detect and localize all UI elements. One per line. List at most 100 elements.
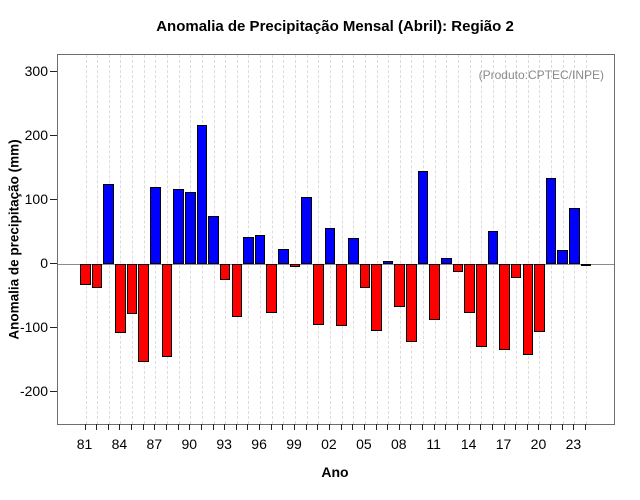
- x-tick-2005: [363, 424, 365, 430]
- bar-2009: [406, 264, 417, 343]
- y-tick-label-0: 0: [40, 255, 48, 272]
- bar-2024: [580, 264, 592, 267]
- gridline-1981: [85, 55, 87, 424]
- x-tick-1989: [177, 424, 179, 430]
- x-tick-2007: [387, 424, 389, 430]
- gridline-2014: [469, 55, 471, 424]
- x-tick-label-2002: 02: [321, 436, 337, 452]
- x-tick-1995: [247, 424, 249, 430]
- bar-1998: [278, 249, 289, 265]
- x-tick-1982: [96, 424, 98, 430]
- bar-2001: [313, 264, 324, 325]
- x-tick-2023: [573, 424, 575, 430]
- x-tick-1985: [131, 424, 133, 430]
- gridline-2011: [434, 55, 436, 424]
- x-tick-1986: [142, 424, 144, 430]
- y-tick-0: [50, 263, 57, 265]
- bar-1987: [150, 187, 161, 265]
- x-tick-label-2008: 08: [390, 436, 407, 452]
- gridline-2006: [376, 55, 378, 424]
- x-tick-label-1984: 84: [111, 436, 128, 452]
- x-axis-title: Ano: [321, 464, 349, 480]
- x-tick-2018: [515, 424, 517, 430]
- bar-2003: [336, 264, 347, 327]
- bar-1991: [196, 124, 208, 265]
- x-tick-2009: [410, 424, 412, 430]
- x-tick-2016: [491, 424, 493, 430]
- x-tick-1983: [107, 424, 109, 430]
- bar-2023: [569, 207, 580, 265]
- x-tick-2006: [375, 424, 377, 430]
- x-tick-2011: [433, 424, 435, 430]
- x-tick-1991: [200, 424, 202, 430]
- y-tick-300: [50, 71, 57, 73]
- x-tick-label-2023: 23: [565, 436, 582, 452]
- x-tick-label-1990: 90: [181, 436, 198, 452]
- bar-2014: [464, 264, 475, 314]
- x-tick-2002: [328, 424, 330, 430]
- bar-2021: [545, 177, 557, 265]
- x-tick-2015: [480, 424, 482, 430]
- gridline-1984: [120, 55, 122, 424]
- bar-2000: [301, 196, 312, 265]
- bar-1988: [161, 264, 173, 357]
- x-tick-2003: [340, 424, 342, 430]
- gridline-2019: [527, 55, 529, 424]
- gridline-2012: [446, 55, 448, 424]
- x-tick-label-2011: 11: [426, 436, 441, 452]
- bar-2015: [475, 264, 487, 348]
- bar-2016: [487, 230, 499, 265]
- bar-2002: [324, 227, 336, 265]
- bar-1997: [266, 264, 278, 314]
- x-tick-2020: [538, 424, 540, 430]
- gridline-1998: [283, 55, 285, 424]
- x-tick-1994: [235, 424, 237, 430]
- gridline-2015: [481, 55, 483, 424]
- gridline-2009: [411, 55, 413, 424]
- gridline-1997: [271, 55, 273, 424]
- bar-2004: [347, 237, 359, 265]
- source-note: (Produto:CPTEC/INPE): [478, 68, 604, 82]
- bar-1989: [173, 188, 184, 265]
- x-tick-label-2020: 20: [530, 436, 547, 452]
- bar-1990: [184, 192, 196, 265]
- bar-2011: [429, 264, 440, 321]
- gridline-2007: [388, 55, 390, 424]
- x-tick-1984: [119, 424, 121, 430]
- gridline-2024: [586, 55, 588, 424]
- bar-1992: [208, 216, 219, 265]
- x-tick-1993: [224, 424, 226, 430]
- bar-1993: [219, 264, 231, 281]
- zero-line: [58, 264, 614, 266]
- x-tick-label-1999: 99: [286, 436, 302, 452]
- bar-2010: [417, 171, 429, 265]
- bar-2007: [382, 260, 394, 265]
- x-tick-1998: [282, 424, 284, 430]
- x-tick-2024: [585, 424, 587, 430]
- gridline-2003: [341, 55, 343, 424]
- x-tick-1988: [165, 424, 167, 430]
- x-tick-2008: [398, 424, 400, 430]
- gridline-1988: [166, 55, 168, 424]
- x-tick-2021: [550, 424, 552, 430]
- bar-2017: [499, 264, 510, 350]
- bar-2013: [452, 264, 464, 272]
- x-tick-label-1996: 96: [251, 436, 267, 452]
- x-tick-label-1993: 93: [216, 436, 232, 452]
- bar-1999: [289, 264, 301, 267]
- bar-1985: [126, 264, 138, 314]
- x-tick-label-1987: 87: [146, 436, 163, 452]
- bar-1984: [115, 264, 126, 334]
- y-tick-100: [50, 199, 57, 201]
- bar-1982: [91, 264, 103, 289]
- bar-1994: [231, 264, 243, 318]
- bar-2020: [534, 264, 545, 332]
- y-tick-label--200: -200: [19, 383, 48, 400]
- bar-2005: [359, 264, 371, 288]
- y-tick-200: [50, 135, 57, 137]
- x-tick-1990: [189, 424, 191, 430]
- x-tick-2022: [561, 424, 563, 430]
- gridline-1985: [132, 55, 134, 424]
- y-tick--200: [50, 391, 57, 393]
